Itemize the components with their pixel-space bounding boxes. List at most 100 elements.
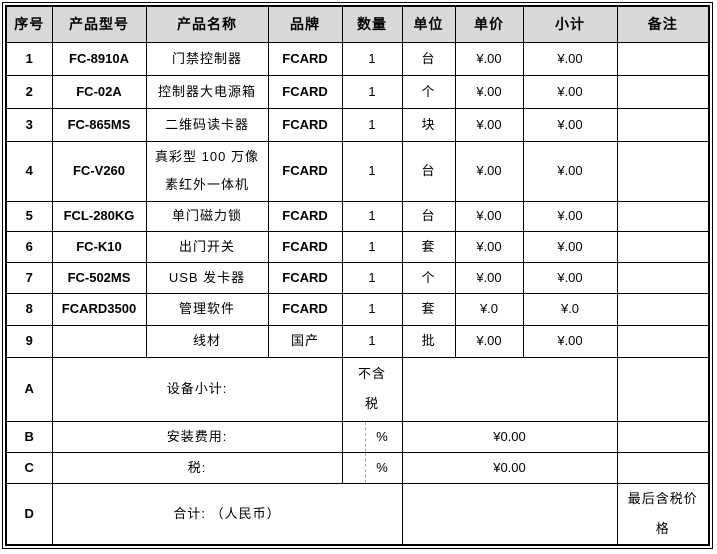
header-no: 序号 <box>5 5 53 43</box>
cell-subtotal: ¥.00 <box>522 324 618 358</box>
summary-no: D <box>5 482 53 546</box>
cell-unit: 批 <box>401 324 456 358</box>
percent-value-area <box>346 453 366 482</box>
quotation-table-frame: 序号 产品型号 产品名称 品牌 数量 单位 单价 小计 备注 1 FC-8910… <box>2 2 713 549</box>
cell-no: 8 <box>5 292 53 326</box>
cell-model: FC-502MS <box>51 261 147 294</box>
grand-total-label: 合计: （人民币） <box>51 482 403 546</box>
summary-row-installation-fee: B 安装费用: % ¥0.00 <box>5 420 710 453</box>
cell-price: ¥.00 <box>454 41 524 76</box>
summary-note <box>616 451 710 484</box>
table-row: 8 FCARD3500 管理软件 FCARD 1 套 ¥.0 ¥.0 <box>5 292 710 326</box>
cell-no: 9 <box>5 324 53 358</box>
cell-model: FCARD3500 <box>51 292 147 326</box>
percent-split: % <box>346 453 399 482</box>
cell-no: 1 <box>5 41 53 76</box>
cell-subtotal: ¥.00 <box>522 107 618 142</box>
cell-price: ¥.00 <box>454 140 524 202</box>
cell-note <box>616 41 710 76</box>
header-row: 序号 产品型号 产品名称 品牌 数量 单位 单价 小计 备注 <box>5 5 710 43</box>
cell-qty: 1 <box>341 230 403 263</box>
cell-unit: 个 <box>401 261 456 294</box>
header-qty: 数量 <box>341 5 403 43</box>
percent-value-area <box>346 422 366 451</box>
header-price: 单价 <box>454 5 524 43</box>
cell-unit: 套 <box>401 230 456 263</box>
cell-unit: 块 <box>401 107 456 142</box>
cell-brand: FCARD <box>267 292 343 326</box>
equipment-subtotal-label: 设备小计: <box>51 356 343 422</box>
final-price-note: 最后含税价格 <box>627 490 698 536</box>
table-row: 2 FC-02A 控制器大电源箱 FCARD 1 个 ¥.00 ¥.00 <box>5 74 710 109</box>
cell-model: FC-02A <box>51 74 147 109</box>
installation-fee-label: 安装费用: <box>51 420 343 453</box>
tax-status-text: 不含税 <box>357 366 386 411</box>
cell-note <box>616 230 710 263</box>
cell-qty: 1 <box>341 200 403 232</box>
cell-subtotal: ¥.00 <box>522 41 618 76</box>
table-row: 5 FCL-280KG 单门磁力锁 FCARD 1 台 ¥.00 ¥.00 <box>5 200 710 232</box>
cell-price: ¥.00 <box>454 200 524 232</box>
cell-note <box>616 292 710 326</box>
header-brand: 品牌 <box>267 5 343 43</box>
cell-name: 真彩型 100 万像素红外一体机 <box>145 140 269 202</box>
table-row: 1 FC-8910A 门禁控制器 FCARD 1 台 ¥.00 ¥.00 <box>5 41 710 76</box>
cell-brand: FCARD <box>267 107 343 142</box>
cell-qty: 1 <box>341 140 403 202</box>
header-subtotal: 小计 <box>522 5 618 43</box>
cell-unit: 台 <box>401 140 456 202</box>
cell-name: 控制器大电源箱 <box>145 74 269 109</box>
cell-brand: FCARD <box>267 41 343 76</box>
table-row: 7 FC-502MS USB 发卡器 FCARD 1 个 ¥.00 ¥.00 <box>5 261 710 294</box>
summary-row-equipment-subtotal: A 设备小计: 不含税 <box>5 356 710 422</box>
cell-subtotal: ¥.00 <box>522 140 618 202</box>
table-row: 9 线材 国产 1 批 ¥.00 ¥.00 <box>5 324 710 358</box>
cell-name: 单门磁力锁 <box>145 200 269 232</box>
cell-qty: 1 <box>341 261 403 294</box>
cell-name: 出门开关 <box>145 230 269 263</box>
cell-model: FC-865MS <box>51 107 147 142</box>
cell-brand: FCARD <box>267 200 343 232</box>
cell-qty: 1 <box>341 324 403 358</box>
tax-label: 税: <box>51 451 343 484</box>
cell-unit: 个 <box>401 74 456 109</box>
cell-qty: 1 <box>341 292 403 326</box>
table-row: 4 FC-V260 真彩型 100 万像素红外一体机 FCARD 1 台 ¥.0… <box>5 140 710 202</box>
cell-note <box>616 107 710 142</box>
summary-no: C <box>5 451 53 484</box>
cell-brand: FCARD <box>267 230 343 263</box>
percent-sign: % <box>376 459 388 475</box>
cell-price: ¥.00 <box>454 324 524 358</box>
cell-brand: FCARD <box>267 74 343 109</box>
cell-name: 管理软件 <box>145 292 269 326</box>
summary-note <box>616 356 710 422</box>
cell-subtotal: ¥.00 <box>522 230 618 263</box>
cell-no: 3 <box>5 107 53 142</box>
header-note: 备注 <box>616 5 710 43</box>
cell-qty: 1 <box>341 74 403 109</box>
cell-no: 5 <box>5 200 53 232</box>
cell-model <box>51 324 147 358</box>
equipment-subtotal-amount <box>401 356 618 422</box>
header-unit: 单位 <box>401 5 456 43</box>
percent-split: % <box>346 422 399 451</box>
cell-no: 2 <box>5 74 53 109</box>
quotation-table: 序号 产品型号 产品名称 品牌 数量 单位 单价 小计 备注 1 FC-8910… <box>5 5 710 546</box>
cell-note <box>616 200 710 232</box>
tax-percent-cell: % <box>341 451 403 484</box>
cell-subtotal: ¥.00 <box>522 74 618 109</box>
cell-subtotal: ¥.0 <box>522 292 618 326</box>
cell-qty: 1 <box>341 107 403 142</box>
cell-note <box>616 140 710 202</box>
cell-unit: 套 <box>401 292 456 326</box>
installation-fee-percent-cell: % <box>341 420 403 453</box>
cell-brand: FCARD <box>267 261 343 294</box>
table-row: 6 FC-K10 出门开关 FCARD 1 套 ¥.00 ¥.00 <box>5 230 710 263</box>
cell-price: ¥.00 <box>454 261 524 294</box>
header-model: 产品型号 <box>51 5 147 43</box>
cell-note <box>616 261 710 294</box>
summary-note: 最后含税价格 <box>616 482 710 546</box>
table-row: 3 FC-865MS 二维码读卡器 FCARD 1 块 ¥.00 ¥.00 <box>5 107 710 142</box>
summary-no: A <box>5 356 53 422</box>
tax-amount: ¥0.00 <box>401 451 618 484</box>
